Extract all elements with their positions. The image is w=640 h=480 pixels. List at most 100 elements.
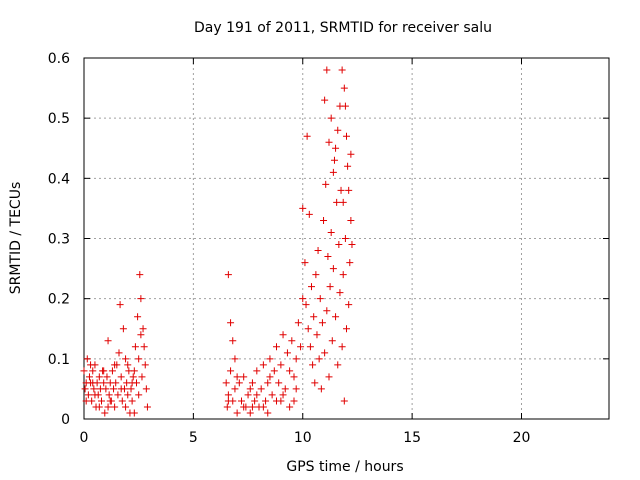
data-point — [259, 403, 267, 411]
data-point — [309, 361, 317, 369]
data-point — [306, 343, 314, 351]
data-point — [106, 397, 114, 405]
data-point — [292, 385, 300, 393]
data-point — [312, 271, 320, 279]
data-point — [82, 397, 90, 405]
data-point — [273, 343, 280, 351]
data-point — [340, 397, 348, 405]
data-point — [240, 403, 248, 411]
data-point — [332, 144, 340, 152]
data-point — [325, 138, 333, 146]
x-tick-label: 10 — [294, 430, 312, 446]
data-point — [112, 379, 120, 387]
data-point — [332, 313, 340, 321]
data-point — [317, 385, 325, 393]
data-point — [233, 373, 241, 381]
data-point — [103, 373, 111, 381]
data-point — [318, 319, 326, 327]
data-point — [84, 391, 92, 399]
data-point — [325, 373, 333, 381]
data-point — [283, 349, 291, 357]
data-point — [336, 289, 344, 297]
data-point — [101, 409, 109, 417]
data-point — [110, 385, 118, 393]
data-point — [341, 102, 349, 110]
data-point — [118, 397, 126, 405]
data-point — [222, 379, 230, 387]
data-point — [290, 373, 298, 381]
data-point — [339, 271, 347, 279]
data-point — [89, 367, 97, 375]
data-point — [281, 385, 289, 393]
data-point — [115, 349, 123, 357]
data-point — [304, 325, 312, 333]
data-point — [124, 391, 132, 399]
data-point — [140, 343, 148, 351]
data-point — [262, 397, 270, 405]
data-point — [322, 180, 330, 188]
data-point — [100, 367, 108, 375]
data-point — [345, 301, 353, 309]
data-point — [224, 391, 232, 399]
data-point — [301, 259, 309, 267]
data-point — [288, 337, 296, 345]
data-point — [340, 84, 348, 92]
data-point — [224, 397, 232, 405]
data-point — [338, 343, 346, 351]
data-point — [264, 409, 272, 417]
data-point — [229, 337, 237, 345]
data-point — [137, 331, 145, 339]
data-point — [89, 379, 97, 387]
data-point — [80, 367, 88, 375]
data-point — [329, 168, 337, 176]
data-point — [299, 295, 307, 303]
data-point — [277, 361, 285, 369]
data-point — [90, 385, 98, 393]
data-point — [223, 403, 231, 411]
data-point — [329, 265, 337, 273]
data-point — [136, 271, 144, 279]
data-point — [305, 210, 313, 218]
data-point — [277, 397, 285, 405]
data-point — [105, 391, 113, 399]
data-point — [348, 241, 356, 249]
y-tick-label: 0.4 — [48, 171, 70, 187]
data-point — [268, 391, 276, 399]
data-point — [297, 343, 305, 351]
data-point — [344, 162, 352, 170]
data-point — [316, 295, 324, 303]
data-point — [323, 307, 331, 315]
data-point — [117, 385, 125, 393]
data-point — [323, 66, 331, 74]
data-point — [294, 319, 302, 327]
y-axis-label: SRMTID / TECUs — [8, 182, 24, 295]
data-point — [334, 126, 342, 134]
data-point — [302, 301, 310, 309]
data-point — [290, 397, 298, 405]
x-tick-label: 20 — [513, 430, 531, 446]
data-point — [98, 397, 105, 405]
data-point — [266, 355, 274, 363]
data-point — [238, 397, 245, 405]
data-point — [131, 343, 139, 351]
data-point — [292, 355, 300, 363]
data-point — [321, 96, 329, 104]
data-point — [130, 367, 138, 375]
data-point — [335, 241, 343, 249]
data-point — [266, 373, 274, 381]
data-point — [346, 259, 354, 267]
data-point — [275, 379, 283, 387]
data-point — [83, 355, 91, 363]
data-point — [330, 156, 338, 164]
data-point — [339, 198, 347, 206]
data-point — [246, 409, 254, 417]
data-point — [347, 216, 355, 224]
data-point — [343, 132, 350, 140]
data-point — [326, 283, 334, 291]
data-point — [279, 331, 287, 339]
data-point — [235, 379, 243, 387]
data-point — [259, 361, 267, 369]
data-point — [343, 325, 350, 333]
data-point — [248, 403, 256, 411]
data-point — [111, 361, 119, 369]
